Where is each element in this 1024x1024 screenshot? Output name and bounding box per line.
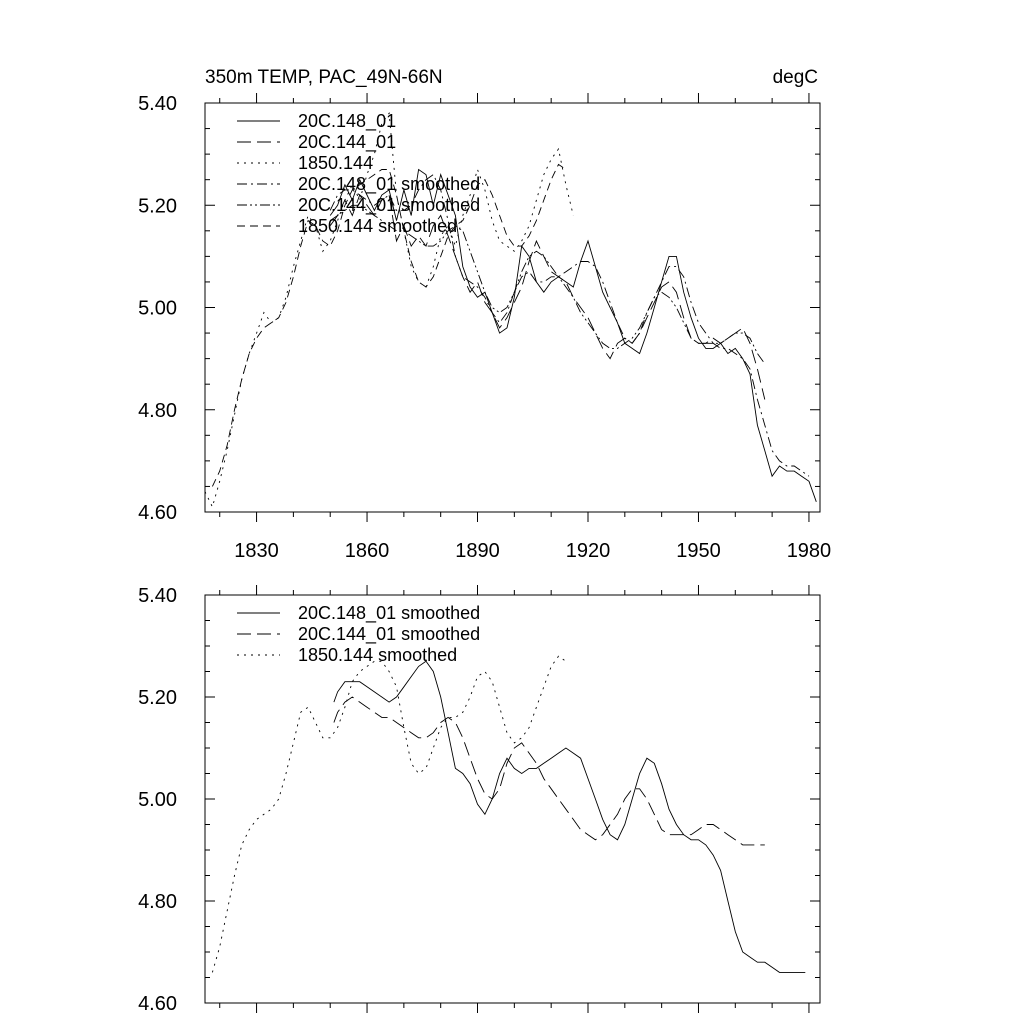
y-tick-label: 5.20 [138,687,177,709]
y-tick-label: 4.80 [138,891,177,913]
x-tick-label: 1950 [676,540,721,562]
legend-label: 20C.144_01 smoothed [298,624,480,645]
legend-label: 20C.144_01 smoothed [298,195,480,216]
series-line [333,660,806,973]
y-tick-label: 5.00 [138,789,177,811]
series-line [329,194,766,400]
legend-label: 1850.144 [298,153,373,173]
y-tick-label: 5.40 [138,585,177,607]
y-tick-label: 5.00 [138,298,177,320]
y-tick-label: 5.20 [138,195,177,217]
y-tick-label: 4.60 [138,993,177,1015]
series-line [329,168,817,502]
y-tick-label: 4.60 [138,502,177,524]
chart-units: degC [773,67,818,88]
x-tick-label: 1830 [234,540,279,562]
x-tick-label: 1890 [455,540,500,562]
top-panel: 5.40 5.20 5.00 4.80 4.60 1830 1860 1890 1920 1950… [138,67,831,562]
x-tick-label: 1920 [566,540,611,562]
series-line [329,173,810,477]
legend-label: 20C.148_01 smoothed [298,603,480,624]
legend-label: 1850.144 smoothed [298,645,457,665]
series-line [211,163,567,487]
x-tick-label: 1980 [787,540,832,562]
series-line [333,696,765,846]
series-line [329,204,766,364]
y-tick-label: 4.80 [138,400,177,422]
y-tick-label: 5.40 [138,93,177,115]
legend-label: 20C.148_01 [298,111,396,132]
series-line [204,111,574,509]
legend-label: 20C.144_01 [298,132,396,153]
legend-label: 20C.148_01 smoothed [298,174,480,195]
legend-label: 1850.144 smoothed [298,216,457,236]
x-tick-label: 1860 [345,540,390,562]
series-line [211,655,567,973]
bottom-panel: 5.40 5.20 5.00 4.80 4.60 20C.148_01 smoothed2… [138,585,821,1015]
chart-title: 350m TEMP, PAC_49N-66N [205,67,443,88]
